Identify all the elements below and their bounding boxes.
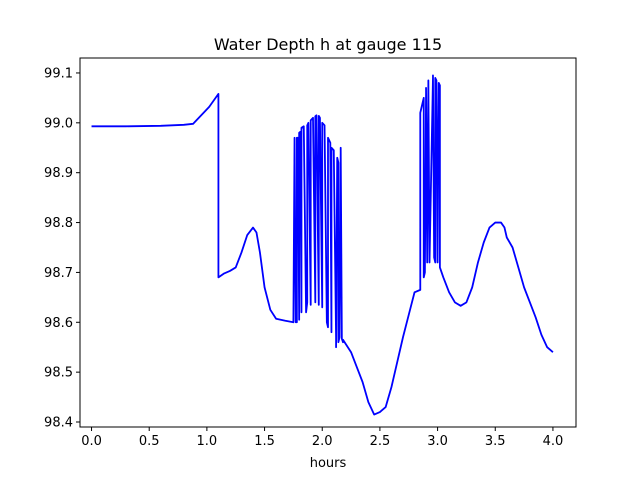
y-tick-label: 98.8 [44, 216, 73, 231]
x-tick-label: 0.5 [139, 434, 160, 449]
series-line-0 [91, 74, 554, 416]
y-tick-label: 98.4 [44, 416, 73, 431]
chart-title: Water Depth h at gauge 115 [214, 35, 442, 54]
y-axis: 98.4 98.5 98.6 98.7 98.8 98.9 99.0 99.1 [44, 66, 80, 431]
y-tick-label: 99.0 [44, 116, 73, 131]
x-tick-label: 0.0 [81, 434, 102, 449]
x-axis: 0.0 0.5 1.0 1.5 2.0 2.5 3.0 3.5 4.0 [81, 427, 563, 449]
y-tick-label: 98.6 [44, 316, 73, 331]
x-tick-label: 3.0 [427, 434, 448, 449]
x-tick-label: 2.5 [370, 434, 391, 449]
y-tick-label: 98.7 [44, 266, 73, 281]
x-axis-label: hours [310, 456, 347, 471]
y-tick-label: 98.5 [44, 366, 73, 381]
x-tick-label: 1.5 [254, 434, 275, 449]
y-tick-label: 99.1 [44, 66, 73, 81]
y-tick-label: 98.9 [44, 166, 73, 181]
x-tick-label: 2.0 [312, 434, 333, 449]
plot-border [79, 57, 577, 428]
x-tick-label: 4.0 [543, 434, 564, 449]
series-layer [91, 74, 554, 416]
x-tick-label: 1.0 [197, 434, 218, 449]
x-tick-label: 3.5 [485, 434, 506, 449]
